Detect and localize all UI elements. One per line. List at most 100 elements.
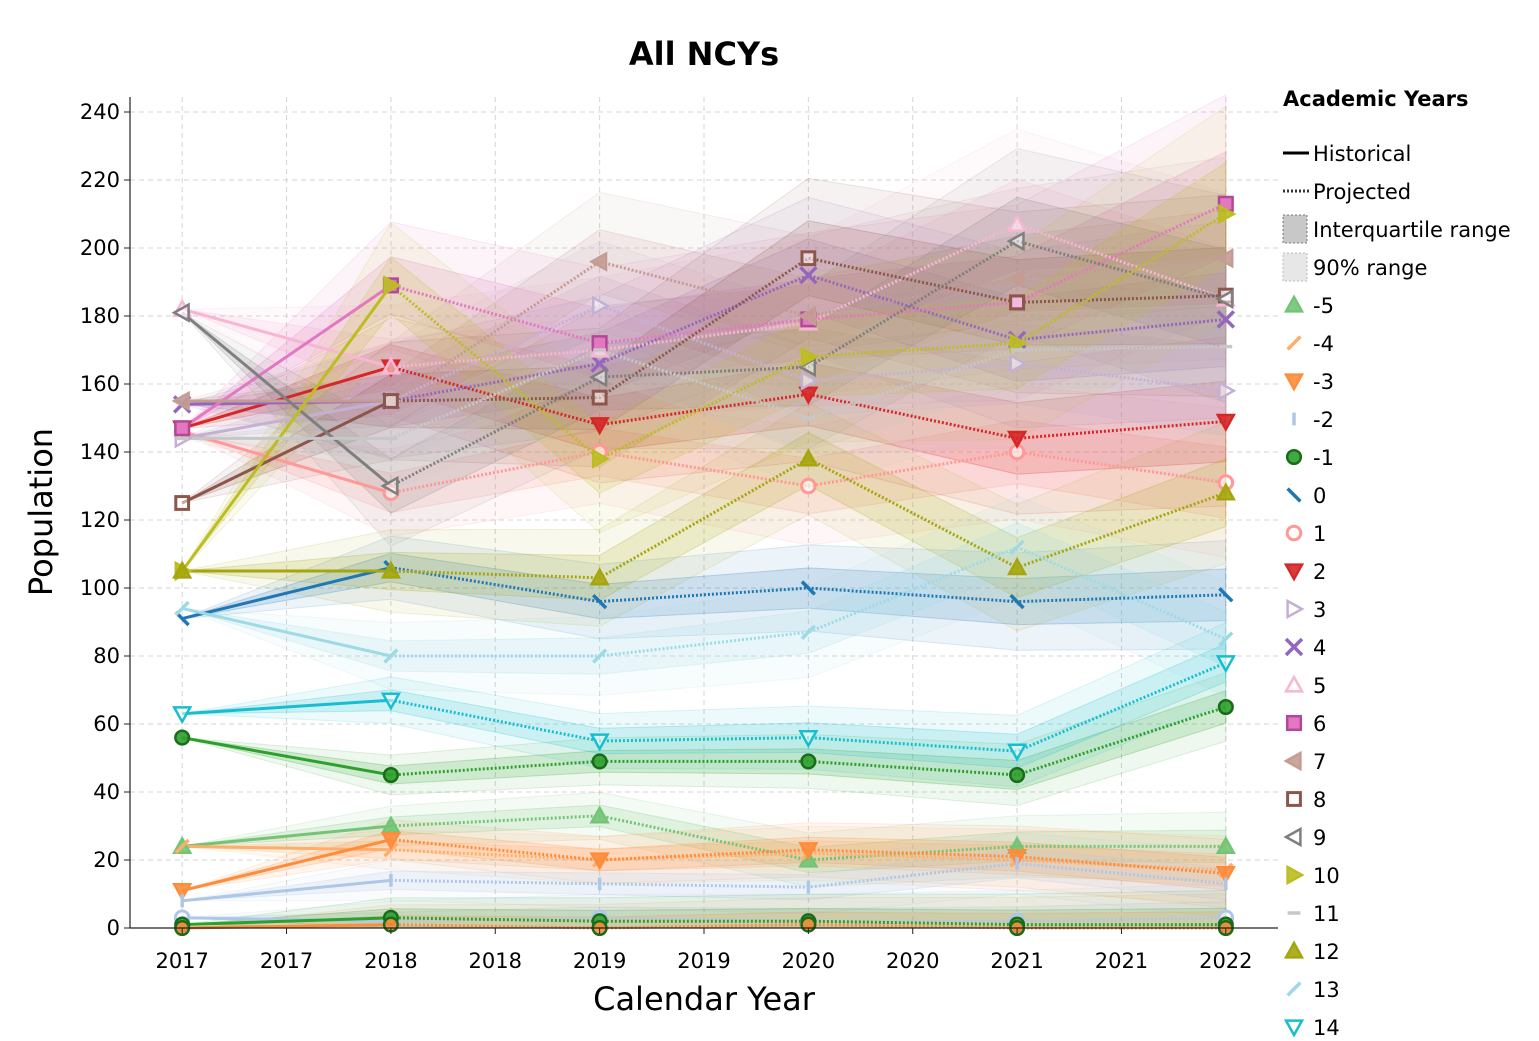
marker-shape: [591, 295, 611, 316]
projected-line: [390, 365, 1226, 440]
marker-shape: [798, 729, 819, 749]
data-point: [591, 295, 611, 316]
legend-marker: [1285, 524, 1303, 542]
projected-line: [390, 222, 1227, 369]
x-tick-label: 2021: [1095, 949, 1148, 973]
projected-line: [389, 212, 1227, 461]
legend-label: -4: [1313, 332, 1334, 356]
data-point: [1009, 766, 1026, 784]
data-point: [800, 624, 817, 640]
y-tick-label: 180: [80, 304, 120, 328]
marker-shape: [800, 370, 819, 391]
legend-label: 0: [1313, 484, 1326, 508]
data-point: [383, 275, 402, 296]
marker-shape: [589, 733, 610, 752]
legend-marker: [1283, 674, 1305, 693]
legend-marker: [1283, 294, 1305, 313]
legend-marker: [1286, 335, 1302, 351]
historical-line: [182, 916, 391, 923]
marker-shape: [174, 729, 191, 746]
marker-shape: [1218, 631, 1234, 647]
data-point: [591, 389, 608, 406]
data-point: [1006, 231, 1025, 252]
data-point: [798, 386, 819, 405]
historical-line: [181, 430, 392, 495]
historical-line: [181, 307, 392, 369]
marker-shape: [1009, 766, 1026, 784]
data-point: [383, 393, 399, 409]
projected-line: [390, 256, 1226, 403]
marker-shape: [591, 335, 608, 352]
marker-shape: [1286, 791, 1302, 807]
historical-line: [182, 824, 392, 848]
data-point: [1009, 593, 1025, 610]
y-tick-label: 80: [93, 644, 120, 668]
data-point: [1218, 380, 1237, 401]
x-tick-label: 2020: [782, 949, 835, 973]
data-point: [800, 346, 819, 367]
data-point: [800, 753, 817, 770]
marker-shape: [800, 624, 817, 640]
legend-label: Historical: [1313, 142, 1411, 166]
marker-shape: [798, 842, 819, 861]
legend-label: -5: [1313, 294, 1334, 318]
data-point: [591, 753, 608, 770]
marker-shape: [798, 386, 819, 405]
marker-shape: [380, 475, 399, 497]
data-point: [800, 580, 817, 596]
marker-shape: [797, 305, 817, 327]
data-point: [1215, 865, 1236, 885]
y-tick-label: 200: [80, 236, 120, 260]
legend-label: 9: [1313, 826, 1326, 850]
y-tick-label: 220: [80, 168, 120, 192]
marker-shape: [591, 593, 608, 610]
axes: [124, 97, 1278, 934]
data-point: [174, 729, 191, 746]
data-point: [174, 600, 190, 617]
marker-shape: [172, 882, 193, 902]
legend-label: 8: [1313, 788, 1326, 812]
marker-shape: [1283, 940, 1305, 959]
data-point: [1006, 268, 1025, 289]
marker-shape: [589, 805, 610, 824]
data-point: [1215, 248, 1234, 269]
marker-shape: [1006, 557, 1028, 576]
data-point: [1218, 203, 1237, 225]
projected-line: [390, 273, 1226, 403]
marker-shape: [383, 648, 399, 664]
data-point: [172, 882, 193, 902]
data-point: [1009, 353, 1028, 374]
marker-shape: [1006, 268, 1025, 289]
marker-shape: [1009, 333, 1028, 354]
historical-line: [180, 284, 393, 572]
marker-shape: [799, 265, 818, 285]
y-tick-labels: 0 20 40 60 80 100 120 140 160 180 200 220 240: [80, 100, 120, 940]
x-tick-label: 2017: [155, 949, 208, 973]
marker-shape: [589, 852, 610, 871]
historical-line: [182, 916, 391, 927]
legend-title: Academic Years: [1283, 87, 1469, 111]
data-point: [1006, 743, 1028, 762]
x-tick-label: 2018: [469, 949, 522, 973]
data-point: [1006, 430, 1028, 449]
legend-label: 14: [1313, 1016, 1340, 1037]
historical-line: [181, 736, 392, 777]
marker-shape: [1006, 231, 1025, 252]
marker-shape: [1285, 714, 1303, 732]
marker-shape: [172, 706, 193, 725]
legend-label: -3: [1313, 370, 1334, 394]
historical-line: [181, 606, 392, 658]
data-point: [800, 250, 817, 267]
legend-marker: [1283, 373, 1305, 392]
marker-shape: [172, 560, 193, 579]
marker-shape: [380, 356, 402, 375]
marker-shape: [171, 302, 190, 323]
data-point: [1218, 587, 1234, 603]
data-point: [800, 477, 817, 495]
marker-shape: [1283, 563, 1305, 582]
marker-shape: [1009, 353, 1028, 374]
y-tick-label: 100: [80, 576, 120, 600]
